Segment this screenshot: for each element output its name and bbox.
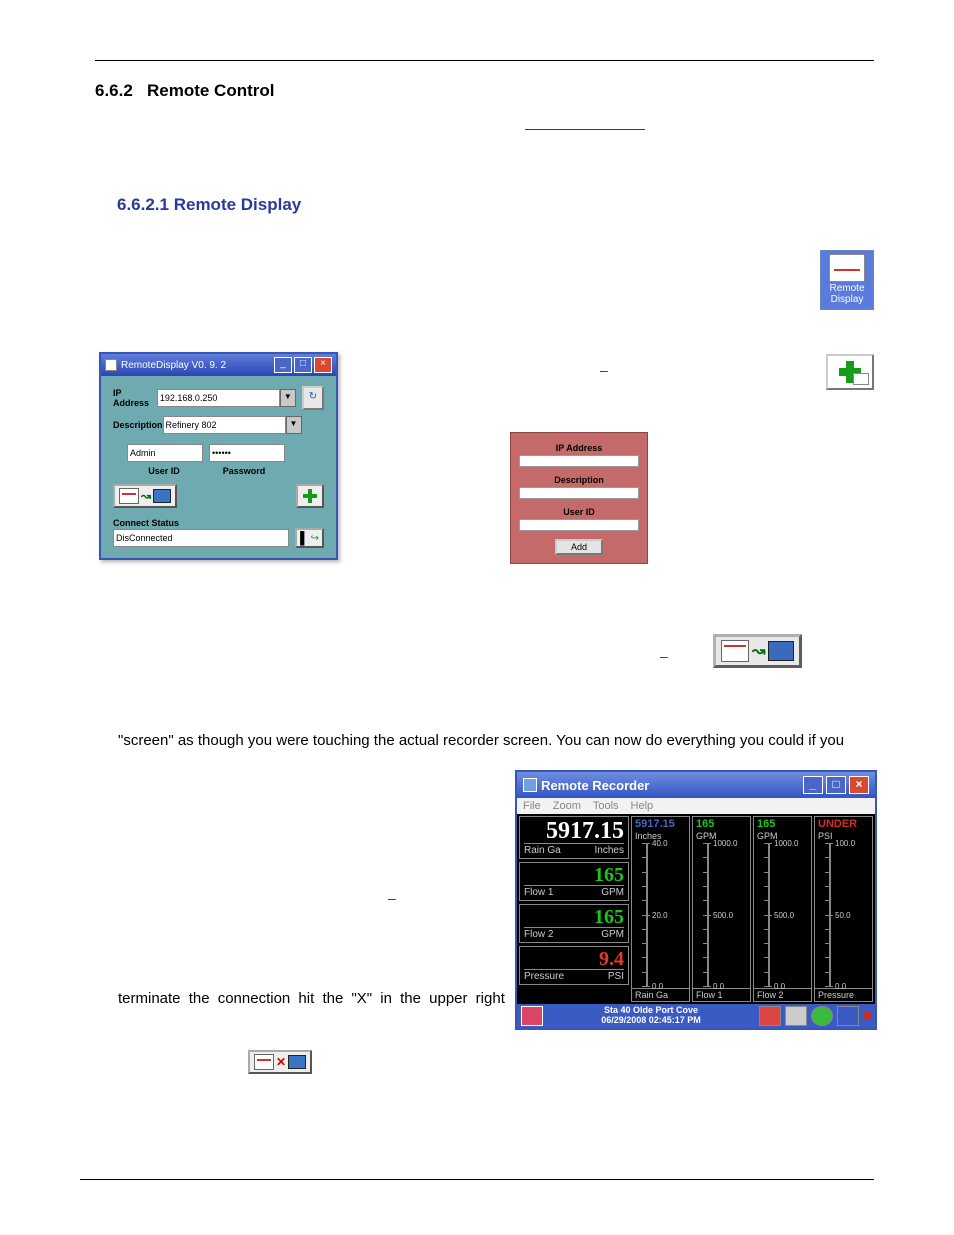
password-input[interactable] <box>209 444 285 462</box>
rule-bottom <box>80 1179 874 1180</box>
monitor-icon <box>153 489 171 503</box>
section-number: 6.6.2 <box>95 81 133 100</box>
link-underline[interactable] <box>525 117 645 130</box>
remote-display-dialog: RemoteDisplay V0. 9. 2 _ □ × IP Address … <box>99 352 338 560</box>
maximize-button[interactable]: □ <box>826 776 846 794</box>
titlebar[interactable]: RemoteDisplay V0. 9. 2 _ □ × <box>101 354 336 376</box>
remote-display-shortcut-icon[interactable]: Remote Display <box>820 250 874 310</box>
chart-icon <box>721 640 749 662</box>
section-title: Remote Control <box>147 81 275 100</box>
readout-cell: 9.4PressurePSI <box>519 946 629 985</box>
dash-text: – <box>388 890 396 906</box>
close-button[interactable]: × <box>849 776 869 794</box>
app-icon <box>105 359 117 371</box>
dash-text: – <box>660 648 668 664</box>
status-icon[interactable] <box>759 1006 781 1026</box>
description-dropdown-button[interactable]: ▼ <box>286 416 302 434</box>
user-id-label: User ID <box>127 466 201 476</box>
connect-large-button[interactable]: ↝ <box>713 634 802 668</box>
connect-button[interactable]: ↝ <box>113 484 177 508</box>
monitor-icon <box>288 1055 306 1069</box>
bar-column: 5917.15Inches40.020.00.0Rain Ga <box>631 816 690 1002</box>
status-icon[interactable] <box>811 1006 833 1026</box>
status-icon[interactable] <box>785 1006 807 1026</box>
minimize-button[interactable]: _ <box>274 357 292 373</box>
chart-icon <box>119 488 139 504</box>
close-button[interactable]: × <box>314 357 332 373</box>
x-icon: ✕ <box>276 1055 286 1069</box>
menu-tools[interactable]: Tools <box>593 800 619 812</box>
alarm-icon[interactable] <box>521 1006 543 1026</box>
body-text: terminate the connection hit the "X" in … <box>118 988 513 1009</box>
bar-graph-area: 5917.15Inches40.020.00.0Rain Ga165GPM100… <box>629 816 873 1002</box>
window-title: RemoteDisplay V0. 9. 2 <box>121 360 226 371</box>
readout-cell: 5917.15Rain GaInches <box>519 816 629 859</box>
connect-status-label: Connect Status <box>113 518 324 528</box>
bar-column: UNDERPSI100.050.00.0Pressure <box>814 816 873 1002</box>
status-stamp: Sta 40 Olde Port Cove 06/29/2008 02:45:1… <box>547 1006 755 1026</box>
maximize-button[interactable]: □ <box>294 357 312 373</box>
window-title: Remote Recorder <box>541 778 649 793</box>
body-text: "screen" as though you were touching the… <box>118 730 874 751</box>
menu-bar: File Zoom Tools Help <box>517 798 875 814</box>
bar-column: 165GPM1000.0500.00.0Flow 2 <box>753 816 812 1002</box>
menu-help[interactable]: Help <box>631 800 654 812</box>
minimize-button[interactable]: _ <box>803 776 823 794</box>
record-indicator-icon <box>863 1012 871 1020</box>
user-id-input[interactable] <box>127 444 203 462</box>
remote-recorder-window: Remote Recorder _ □ × File Zoom Tools He… <box>515 770 877 1030</box>
dialog-body: IP Address ▼ ↻ Description ▼ <box>101 376 336 558</box>
user-id-label: User ID <box>519 507 639 517</box>
section-heading: 6.6.2 Remote Control <box>95 81 874 101</box>
digital-readouts: 5917.15Rain GaInches165Flow 1GPM165Flow … <box>519 816 629 1002</box>
add-ip-input[interactable] <box>519 455 639 467</box>
description-input[interactable] <box>163 416 286 434</box>
arrow-icon: ↝ <box>752 641 765 661</box>
add-description-input[interactable] <box>519 487 639 499</box>
titlebar[interactable]: Remote Recorder _ □ × <box>517 772 875 798</box>
menu-file[interactable]: File <box>523 800 541 812</box>
add-recorder-icon[interactable] <box>826 354 874 390</box>
add-button[interactable] <box>296 484 324 508</box>
ip-dropdown-button[interactable]: ▼ <box>280 389 296 407</box>
bar-column: 165GPM1000.0500.00.0Flow 1 <box>692 816 751 1002</box>
add-unit-panel: IP Address Description User ID Add <box>510 432 648 564</box>
status-bar: Sta 40 Olde Port Cove 06/29/2008 02:45:1… <box>517 1004 875 1028</box>
recorder-display[interactable]: 5917.15Rain GaInches165Flow 1GPM165Flow … <box>517 814 875 1004</box>
ip-address-label: IP Address <box>519 443 639 453</box>
readout-cell: 165Flow 2GPM <box>519 904 629 943</box>
rule-top <box>95 60 874 61</box>
shortcut-label: Remote Display <box>823 284 871 305</box>
connect-status-field <box>113 529 289 547</box>
refresh-button[interactable]: ↻ <box>302 386 324 410</box>
dash-text: – <box>600 362 608 378</box>
chart-icon <box>853 373 869 385</box>
ip-address-input[interactable] <box>157 389 280 407</box>
disconnect-button[interactable]: ✕ <box>248 1050 312 1074</box>
arrow-icon: ↝ <box>141 489 151 503</box>
add-user-input[interactable] <box>519 519 639 531</box>
chart-icon <box>254 1054 274 1070</box>
monitor-icon <box>768 641 794 661</box>
subsection-heading: 6.6.2.1 Remote Display <box>117 195 874 215</box>
status-icon[interactable] <box>837 1006 859 1026</box>
ip-address-label: IP Address <box>113 388 157 408</box>
chart-icon <box>829 254 865 282</box>
description-label: Description <box>519 475 639 485</box>
app-icon <box>523 778 537 792</box>
password-label: Password <box>207 466 281 476</box>
description-label: Description <box>113 420 163 430</box>
menu-zoom[interactable]: Zoom <box>553 800 581 812</box>
exit-button[interactable]: ▌↪ <box>295 528 324 548</box>
add-confirm-button[interactable]: Add <box>555 539 603 555</box>
readout-cell: 165Flow 1GPM <box>519 862 629 901</box>
